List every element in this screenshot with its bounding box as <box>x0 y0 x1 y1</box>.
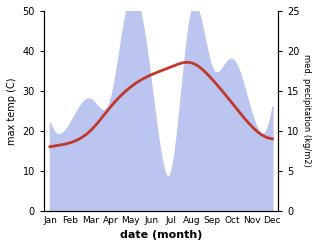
Y-axis label: med. precipitation (kg/m2): med. precipitation (kg/m2) <box>302 54 311 167</box>
X-axis label: date (month): date (month) <box>120 230 202 240</box>
Y-axis label: max temp (C): max temp (C) <box>7 77 17 144</box>
